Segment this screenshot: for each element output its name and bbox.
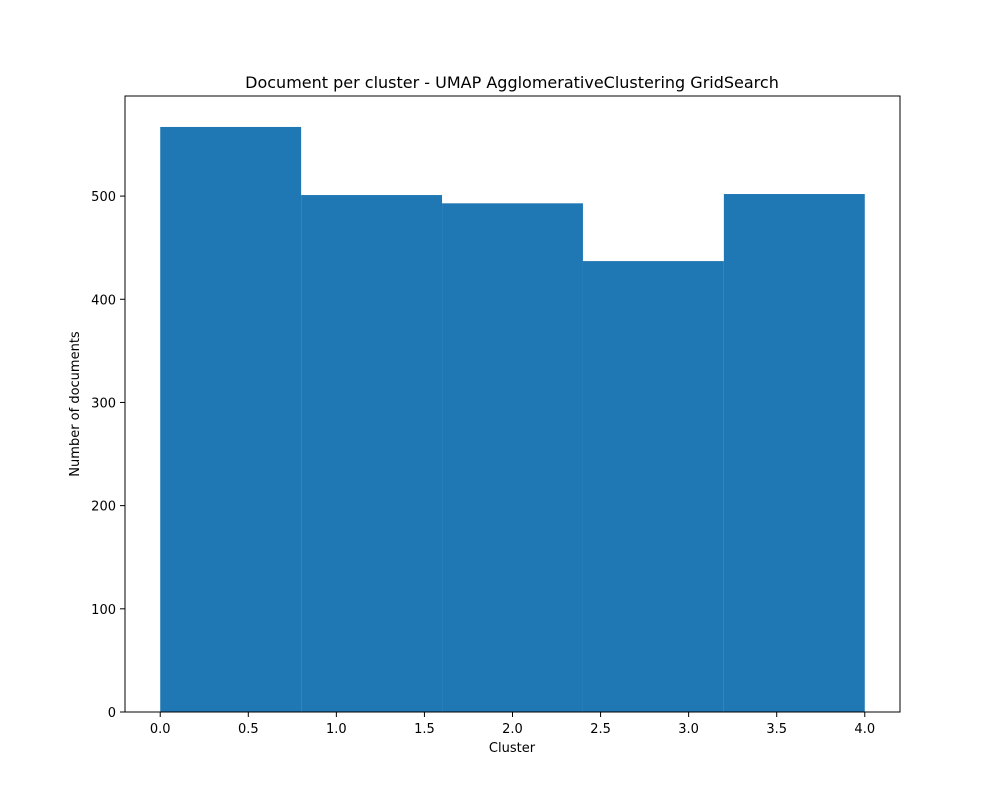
histogram-bar-4 (723, 194, 865, 713)
x-tick-label: 3.0 (678, 722, 699, 737)
histogram-bar-2 (442, 203, 583, 712)
x-tick-label: 2.5 (590, 722, 611, 737)
chart-title: Document per cluster - UMAP Agglomerativ… (245, 73, 779, 92)
histogram-bar-1 (301, 195, 443, 712)
x-tick-label: 1.5 (414, 722, 435, 737)
y-tick-label: 0 (108, 706, 116, 721)
x-tick-label: 2.0 (502, 722, 523, 737)
x-tick-label: 3.5 (766, 722, 787, 737)
histogram-bar-0 (160, 126, 302, 712)
y-tick-label: 100 (91, 603, 116, 618)
y-axis-ticks: 0 100 200 300 400 500 (91, 190, 125, 721)
bars-group (160, 126, 865, 713)
x-tick-label: 1.0 (326, 722, 347, 737)
y-tick-label: 200 (91, 500, 116, 515)
x-tick-label: 0.0 (150, 722, 171, 737)
x-tick-label: 4.0 (854, 722, 875, 737)
histogram-bar-3 (582, 261, 724, 712)
y-tick-label: 500 (91, 190, 116, 205)
x-axis-ticks: 0.0 0.5 1.0 1.5 2.0 2.5 3.0 3.5 4.0 (150, 712, 875, 737)
y-tick-label: 400 (91, 293, 116, 308)
y-tick-label: 300 (91, 396, 116, 411)
x-axis-label: Cluster (489, 741, 536, 756)
x-tick-label: 0.5 (238, 722, 259, 737)
y-axis-label: Number of documents (68, 331, 83, 477)
